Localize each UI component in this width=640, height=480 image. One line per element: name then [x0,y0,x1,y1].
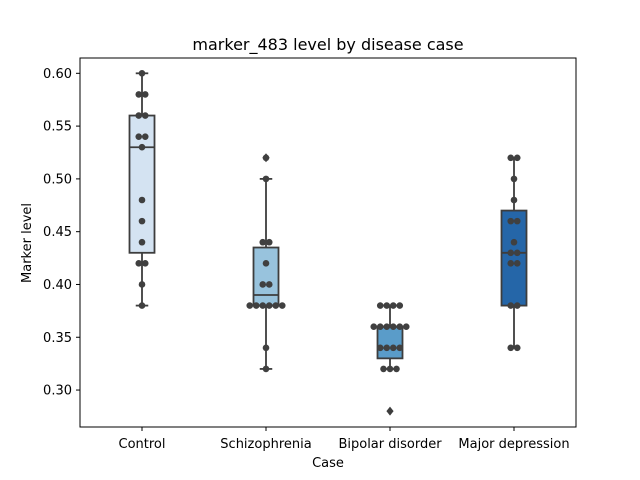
data-point [402,323,410,330]
y-tick-label: 0.50 [43,172,72,187]
y-tick-label: 0.30 [43,384,72,399]
data-point [135,112,143,119]
data-point [507,260,515,267]
data-point [513,154,521,162]
data-point [259,238,267,246]
data-point [507,154,515,162]
data-point [389,302,397,309]
data-point [383,323,391,330]
data-point [510,175,518,183]
data-point [141,133,149,140]
data-point [376,323,384,330]
data-point [510,196,518,204]
data-point [278,302,286,309]
data-point [259,281,267,288]
data-point [262,154,270,162]
data-point [396,302,404,309]
data-point [370,323,378,330]
swarm-schizophrenia [246,154,286,373]
y-tick-label: 0.45 [43,225,72,240]
box [500,209,528,307]
y-tick-label: 0.55 [43,120,72,135]
box-group-control [128,72,156,307]
data-point [507,249,515,257]
y-tick-label: 0.35 [43,331,72,346]
data-point [138,196,146,204]
data-point [135,91,143,98]
data-point [507,344,515,352]
data-point [138,302,146,309]
outlier-marker [386,406,394,416]
data-point [513,302,521,309]
x-tick-label: Bipolar disorder [338,437,442,452]
data-point [272,302,280,309]
data-point [383,302,391,309]
data-point [138,238,146,246]
data-point [265,302,273,309]
data-point [138,217,146,225]
data-point [376,344,384,352]
data-point [259,302,267,309]
data-point [141,260,149,267]
data-point [252,302,260,309]
data-point [389,344,397,352]
box [252,246,280,307]
swarm-control [135,70,149,309]
plot-frame [79,57,577,428]
data-point [262,365,270,373]
chart-title: marker_483 level by disease case [192,35,463,55]
swarm-bipolar-disorder [370,302,410,373]
data-point [141,112,149,119]
data-point [507,217,515,225]
data-point [138,70,146,77]
swarm-major-depression [507,154,521,352]
x-tick-label: Control [119,437,166,452]
data-point [507,302,515,309]
data-point [510,238,518,246]
data-point [389,323,397,330]
data-point [138,281,146,288]
data-point [396,323,404,330]
data-point [265,281,273,288]
data-point [396,344,404,352]
data-point [141,91,149,98]
box-group-major-depression [500,156,528,349]
data-point [262,344,270,352]
data-point [513,260,521,267]
y-axis-label: Marker level [20,203,35,283]
data-point [383,344,391,352]
y-tick-label: 0.40 [43,278,72,293]
data-point [386,365,394,373]
data-point [513,344,521,352]
box [128,114,156,254]
data-point [513,249,521,257]
box [376,325,404,360]
x-tick-label: Schizophrenia [220,437,311,452]
data-point [513,217,521,225]
data-point [265,238,273,246]
y-tick-label: 0.60 [43,67,72,82]
data-point [262,175,270,183]
data-point [262,260,270,267]
data-point [246,302,254,309]
data-point [135,133,143,140]
data-point [380,365,387,373]
data-point [393,365,400,373]
data-point [376,302,384,309]
x-axis-label: Case [312,456,344,471]
data-point [135,260,143,267]
data-point [138,143,146,151]
x-tick-label: Major depression [458,437,569,452]
